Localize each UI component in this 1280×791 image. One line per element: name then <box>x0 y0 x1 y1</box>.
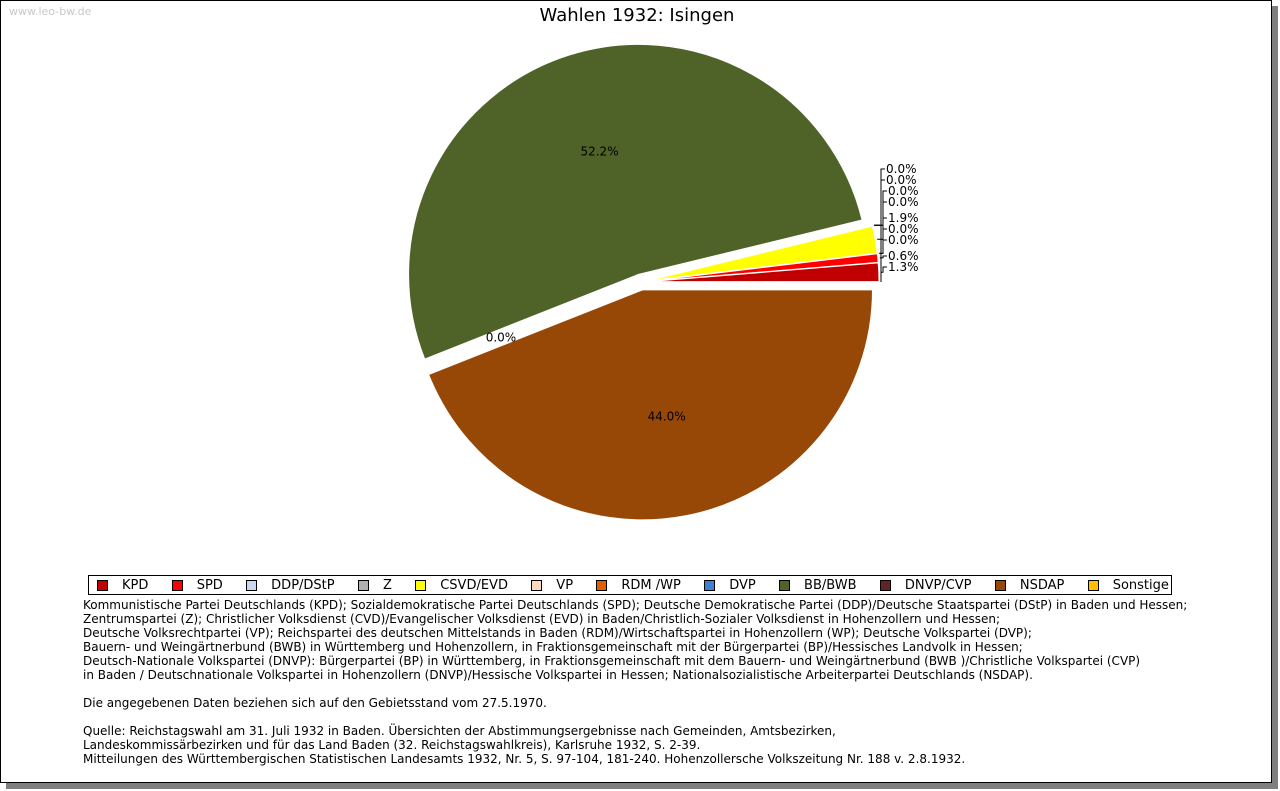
legend-swatch <box>994 579 1006 591</box>
legend-item: RDM /WP <box>596 577 681 593</box>
legend-swatch <box>171 579 183 591</box>
legend-label: DNVP/CVP <box>904 577 972 593</box>
pie-slice-nsdap <box>428 289 873 521</box>
legend-item: Sonstige <box>1087 577 1169 593</box>
legend-label: RDM /WP <box>621 577 681 593</box>
pie-slice-bb-bwb <box>408 43 863 360</box>
data-label: 0.0% <box>888 233 919 247</box>
watermark: www.leo-bw.de <box>9 5 92 18</box>
legend-swatch <box>531 579 543 591</box>
note-line: Deutsch-Nationale Volkspartei (DNVP): Bü… <box>83 654 1141 668</box>
data-label: 52.2% <box>580 145 618 159</box>
data-label: 0.0% <box>888 184 919 198</box>
legend-item: KPD <box>97 578 148 593</box>
legend-label: NSDAP <box>1019 577 1065 593</box>
legend-item: SPD <box>171 577 223 593</box>
note-line: Bauern- und Weingärtnerbund (BWB) in Wür… <box>83 640 1023 654</box>
legend-label: Sonstige <box>1112 577 1169 593</box>
label-leader <box>877 217 887 240</box>
legend-item: NSDAP <box>994 577 1065 593</box>
data-label: 44.0% <box>648 409 686 423</box>
label-leader <box>880 168 885 282</box>
legend-swatch <box>1087 579 1099 591</box>
data-label: 0.0% <box>486 330 517 344</box>
data-label: 0.6% <box>888 249 919 263</box>
legend-swatch <box>246 579 258 591</box>
source-line: Mitteilungen des Württembergischen Stati… <box>83 752 966 766</box>
legend-label: VP <box>556 577 574 593</box>
legend-item: Z <box>357 577 392 593</box>
data-label: 1.3% <box>888 260 919 274</box>
legend-label: Z <box>382 577 392 593</box>
note-line: in Baden / Deutschnationale Volkspartei … <box>83 668 1033 682</box>
legend-label: DVP <box>729 577 756 593</box>
note-line: Deutsche Volksrechtpartei (VP); Reichspa… <box>83 626 1032 640</box>
legend-item: DNVP/CVP <box>879 577 972 593</box>
data-label: 0.0% <box>886 173 917 187</box>
legend-label: DDP/DStP <box>271 577 335 593</box>
note-line: Kommunistische Partei Deutschlands (KPD)… <box>83 598 1188 612</box>
label-leader <box>880 266 887 273</box>
legend-swatch <box>357 579 369 591</box>
legend-swatch <box>97 579 108 591</box>
legend-item: VP <box>531 578 573 593</box>
pie-slice-spd <box>648 253 879 282</box>
legend-label: SPD <box>196 577 223 593</box>
data-label: 0.0% <box>888 195 919 209</box>
data-label: 0.0% <box>886 162 917 176</box>
legend: KPD SPD DDP/DStP Z CSVD/EVD VP RDM /WP DVP BB/BW… <box>88 575 1172 595</box>
legend-swatch <box>704 579 716 591</box>
notes: Kommunistische Partei Deutschlands (KPD)… <box>83 598 1233 766</box>
pie-chart: 52.2%44.0%1.3%0.6%0.0%0.0%1.9%0.0%0.0%0.… <box>408 43 919 521</box>
source-line: Quelle: Reichstagswahl am 31. Juli 1932 … <box>83 724 836 738</box>
pie-slice-csvd-evd <box>648 225 878 282</box>
legend-swatch <box>779 579 791 591</box>
legend-label: CSVD/EVD <box>440 577 508 593</box>
data-label: 0.0% <box>888 222 919 236</box>
legend-item: BB/BWB <box>779 577 857 593</box>
gebietsstand-note: Die angegebenen Daten beziehen sich auf … <box>83 696 547 710</box>
legend-item: DDP/DStP <box>246 577 335 593</box>
legend-swatch <box>879 579 891 591</box>
data-label: 1.9% <box>888 211 919 225</box>
legend-swatch <box>596 579 608 591</box>
legend-item: DVP <box>704 578 756 593</box>
legend-item: CSVD/EVD <box>415 578 508 593</box>
source-line: Landeskommissärbezirken und für das Land… <box>83 738 701 752</box>
legend-label: KPD <box>122 577 149 593</box>
legend-swatch <box>415 579 427 591</box>
legend-label: BB/BWB <box>804 577 857 593</box>
chart-title: Wahlen 1932: Isingen <box>539 5 735 26</box>
note-line: Zentrumspartei (Z); Christlicher Volksdi… <box>83 612 1001 626</box>
